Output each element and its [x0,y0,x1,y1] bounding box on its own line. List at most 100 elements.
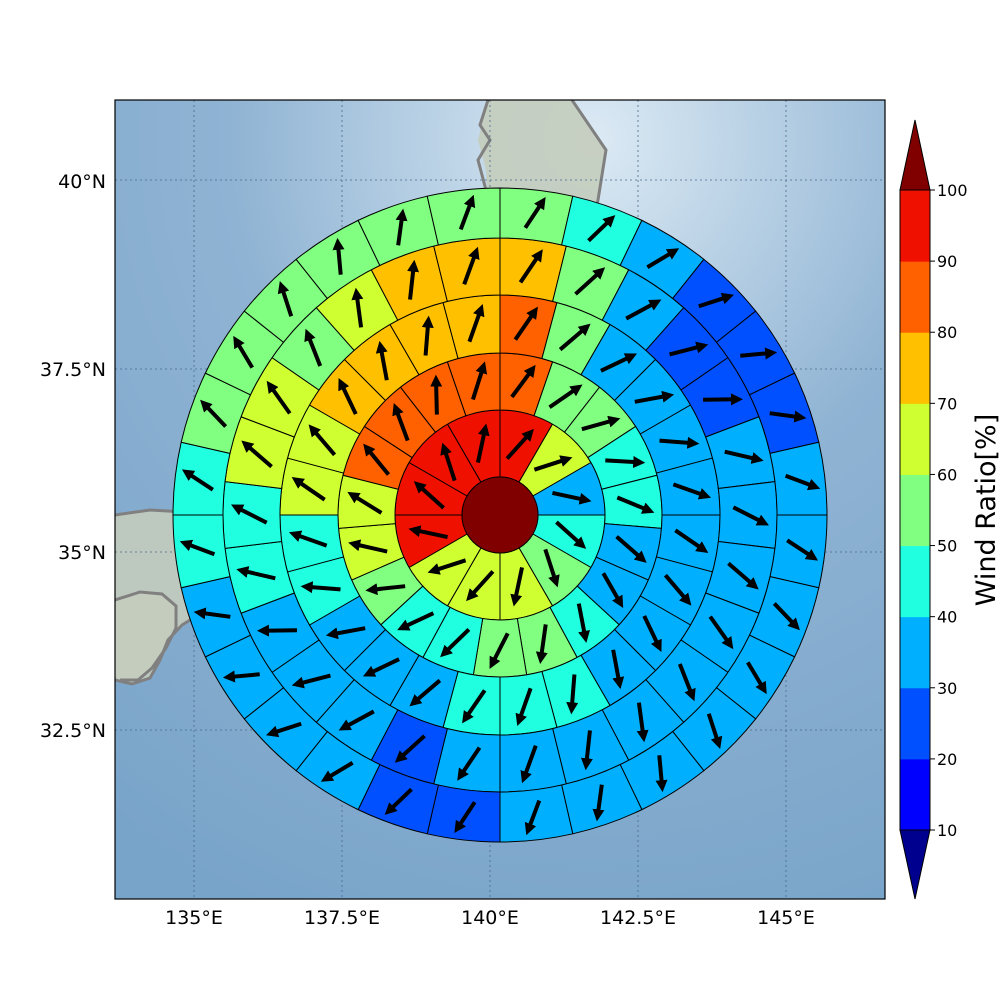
wind-arrow [462,246,480,285]
wind-arrow [347,491,383,515]
coastline-shikoku [115,590,178,682]
wind-arrow [231,504,268,525]
wind-arrow [440,628,471,658]
wind-arrow [576,603,590,643]
wind-arrow [659,436,700,449]
wind-arrow [291,673,331,689]
wind-arrow [179,539,216,557]
wind-arrow [351,287,364,328]
wind-arrow [458,194,476,231]
wind-arrow [592,784,605,822]
wind-arrow [408,525,448,539]
colorbar-bin [900,261,930,333]
wind-arrow [784,473,821,491]
wind-arrow [580,730,593,771]
wind-arrow [363,443,391,476]
wind-arrow [515,687,533,727]
wind-arrow [535,624,548,665]
colorbar-tick-label: 20 [937,750,957,769]
colorbar-tick-label: 90 [937,252,957,271]
colorbar-tick-label: 30 [937,679,957,698]
colorbar-label: Wind Ratio[%] [971,414,1000,606]
lon-tick-label: 142.5°E [600,907,676,929]
colorbar-bin [900,545,930,618]
wind-arrow [288,530,328,548]
colorbar-tick-label: 100 [937,181,968,200]
wind-arrow [566,674,579,715]
wind-arrow [698,292,734,309]
wind-arrow [457,746,482,781]
wind-rose-center [461,476,539,554]
wind-arrow [555,520,587,549]
wind-arrow [338,377,358,415]
wind-arrow [672,482,712,500]
wind-arrow [740,347,778,360]
wind-arrow [574,267,606,296]
wind-arrow [558,323,591,352]
lat-tick-label: 37.5°N [40,359,106,381]
wind-arrow [746,661,767,695]
lat-tick-label: 32.5°N [40,720,106,742]
wind-arrow [395,208,408,246]
wind-arrow [772,602,800,631]
colorbar-under-triangle [899,829,931,900]
wind-arrow [605,456,646,468]
wind-arrow [384,787,413,815]
wind-arrow [518,249,543,284]
colorbar-bins [900,190,930,831]
lat-tick-label: 35°N [58,542,106,564]
wind-arrow [625,299,662,321]
shikoku-land [115,592,176,680]
colorbar-tick-label: 70 [937,394,957,413]
wind-arrow [674,528,709,553]
lon-tick-label: 140°E [461,907,519,929]
wind-arrow [440,442,457,482]
colorbar-tick-label: 50 [937,537,957,556]
wind-arrow [548,384,583,409]
longitude-tick-labels: 135°E 137.5°E 140°E 142.5°E 145°E [165,907,815,929]
wind-arrow [669,341,709,357]
wind-arrow [601,572,624,608]
colorbar-bin [900,616,930,689]
wind-arrow [510,567,524,607]
colorbar: 10 20 30 40 50 60 70 80 90 100 Wind Ratio[%] [899,119,1000,900]
colorbar-bin [900,758,930,831]
lat-tick-label: 40°N [58,171,106,193]
wind-arrow [732,505,769,526]
wind-arrow [266,380,292,415]
wind-arrow [727,561,759,590]
wind-arrow [362,657,400,677]
wind-arrow [325,626,366,640]
wind-arrow [655,755,668,793]
wind-arrow [615,535,647,563]
wind-arrow [663,573,692,606]
colorbar-bin [900,332,930,404]
colorbar-tick-label: 60 [937,465,957,484]
wind-arrow [524,799,542,836]
wind-arrow [552,491,592,505]
wind-rose-cell [426,784,501,843]
wind-arrow [233,335,254,369]
wind-arrow [513,306,538,341]
colorbar-bin [900,403,930,475]
wind-arrow [407,259,420,300]
wind-arrow [510,364,536,399]
wind-arrow [320,761,354,782]
wind-arrow [338,709,375,731]
colorbar-tick-label: 10 [937,821,957,840]
colorbar-bin [900,687,930,760]
wind-arrow [708,615,734,650]
lon-tick-label: 135°E [165,907,223,929]
wind-arrow [600,353,638,373]
wind-arrow [200,399,228,428]
wind-arrow [365,583,406,596]
wind-rose [172,187,828,843]
wind-arrow [266,721,302,738]
wind-arrow [300,581,341,594]
wind-arrow [471,361,488,401]
wind-arrow [523,196,546,229]
wind-arrow [636,702,649,743]
wind-arrow [646,248,680,269]
map-frame [114,99,886,900]
